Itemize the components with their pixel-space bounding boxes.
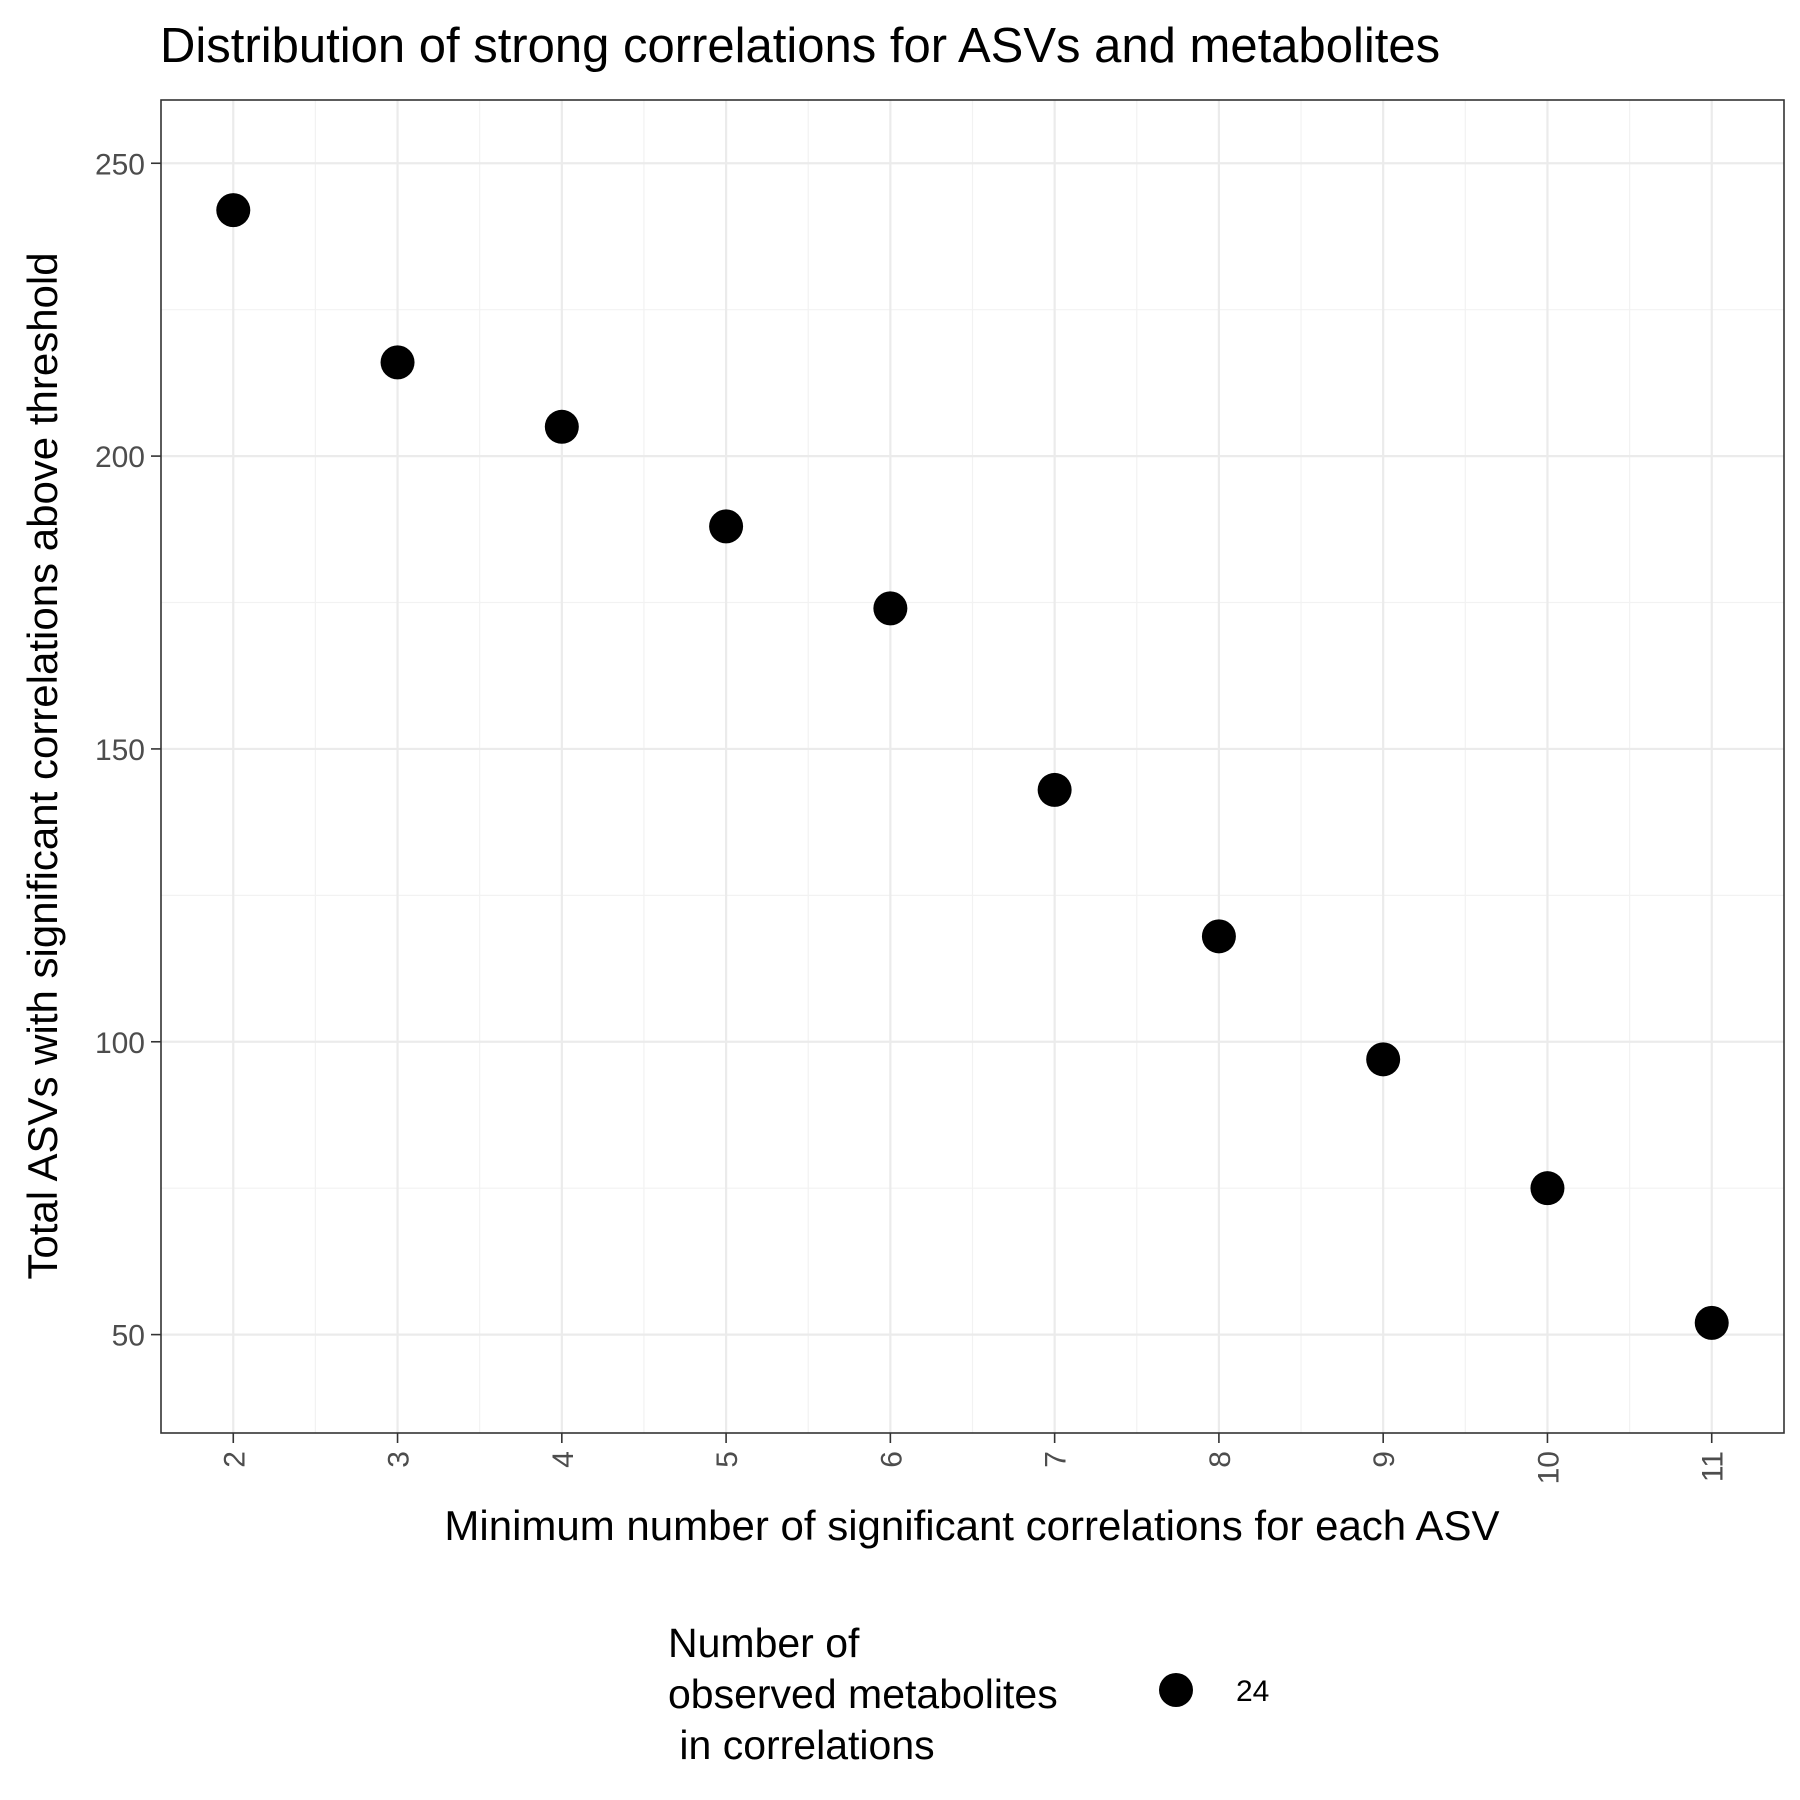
x-tick-label: 6 [875,1451,908,1468]
chart-title: Distribution of strong correlations for … [160,19,1440,73]
x-tick-label: 8 [1204,1451,1237,1468]
x-tick-label: 10 [1532,1451,1565,1484]
data-point [380,345,415,380]
minor-gridlines [161,100,1784,1433]
x-tick-label: 11 [1697,1451,1730,1482]
legend-title-line-1: Number of [668,1620,860,1666]
legend: Number of observed metabolites in correl… [668,1620,1269,1768]
data-point [1201,919,1236,954]
data-point [873,591,908,626]
x-tick-label: 5 [711,1451,744,1468]
x-axis: 2 3 4 5 6 7 8 9 10 11 [218,1433,1730,1484]
data-point [1530,1171,1565,1206]
y-axis-title: Total ASVs with significant correlations… [19,252,66,1279]
y-tick-label: 200 [95,441,145,474]
y-tick-label: 250 [95,148,145,181]
legend-title-line-2: observed metabolites [668,1671,1058,1717]
x-tick-label: 7 [1040,1451,1073,1468]
x-axis-title: Minimum number of significant correlatio… [444,1502,1499,1549]
data-point [1037,772,1072,807]
legend-key-point [1159,1673,1193,1707]
data-points [216,193,1729,1340]
data-point [1694,1305,1729,1340]
y-tick-label: 150 [95,734,145,767]
data-point [216,193,251,228]
x-tick-label: 3 [383,1451,416,1468]
major-gridlines [161,100,1784,1433]
y-axis: 50 100 150 200 250 [95,148,161,1353]
legend-entry-label: 24 [1236,1675,1269,1708]
data-point [544,409,579,444]
y-tick-label: 50 [112,1320,145,1353]
plot-panel-border [160,99,1785,1434]
y-tick-label: 100 [95,1027,145,1060]
legend-title-line-3: in correlations [668,1722,935,1768]
x-tick-label: 2 [218,1451,251,1468]
data-point [1366,1042,1401,1077]
x-tick-label: 4 [547,1451,580,1468]
x-tick-label: 9 [1368,1451,1401,1468]
data-point [709,509,744,544]
